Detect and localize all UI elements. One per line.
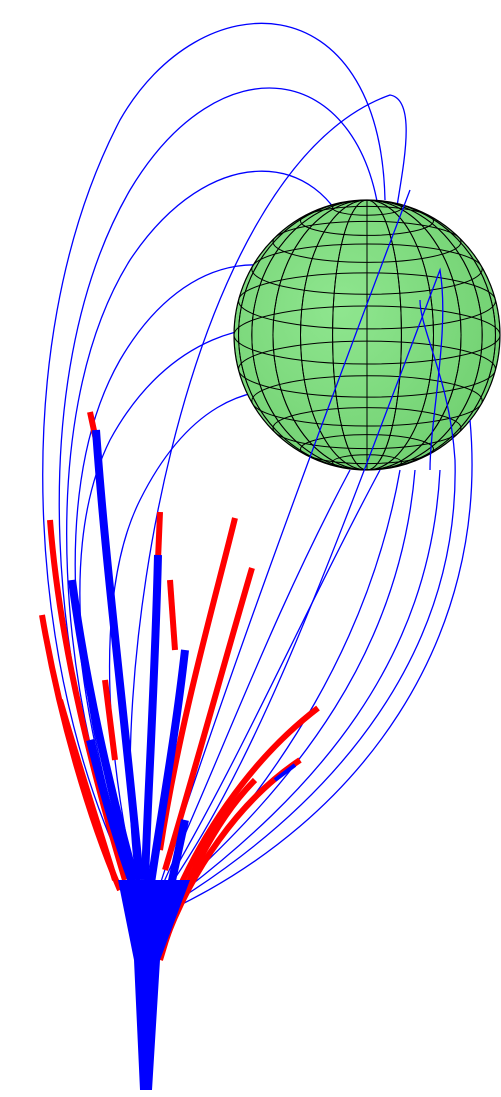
red-segment xyxy=(170,580,175,650)
page: (() => { const svg = document.getElement… xyxy=(0,0,501,1097)
sphere xyxy=(234,200,500,470)
field-line xyxy=(165,470,400,900)
red-segment xyxy=(158,512,160,560)
red-segment xyxy=(160,518,235,850)
figure xyxy=(0,0,501,1097)
field-line xyxy=(165,470,415,900)
